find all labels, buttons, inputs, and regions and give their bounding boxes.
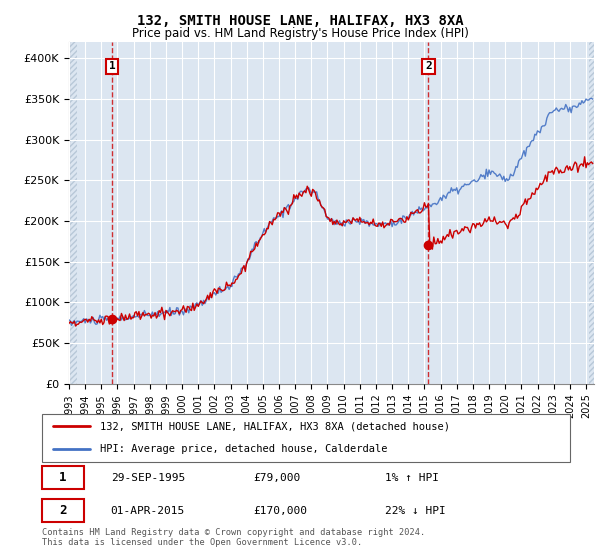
FancyBboxPatch shape (42, 466, 84, 489)
Text: 22% ↓ HPI: 22% ↓ HPI (385, 506, 446, 516)
Text: Price paid vs. HM Land Registry's House Price Index (HPI): Price paid vs. HM Land Registry's House … (131, 27, 469, 40)
Text: 29-SEP-1995: 29-SEP-1995 (110, 473, 185, 483)
Text: 132, SMITH HOUSE LANE, HALIFAX, HX3 8XA: 132, SMITH HOUSE LANE, HALIFAX, HX3 8XA (137, 14, 463, 28)
FancyBboxPatch shape (42, 499, 84, 522)
Text: 1: 1 (109, 62, 115, 71)
Text: 132, SMITH HOUSE LANE, HALIFAX, HX3 8XA (detached house): 132, SMITH HOUSE LANE, HALIFAX, HX3 8XA … (100, 421, 450, 431)
Text: 1: 1 (59, 471, 67, 484)
Text: 2: 2 (425, 62, 432, 71)
Text: 1% ↑ HPI: 1% ↑ HPI (385, 473, 439, 483)
FancyBboxPatch shape (42, 414, 570, 462)
Text: 01-APR-2015: 01-APR-2015 (110, 506, 185, 516)
Text: HPI: Average price, detached house, Calderdale: HPI: Average price, detached house, Cald… (100, 444, 388, 454)
Text: £170,000: £170,000 (253, 506, 307, 516)
Text: Contains HM Land Registry data © Crown copyright and database right 2024.
This d: Contains HM Land Registry data © Crown c… (42, 528, 425, 547)
Text: 2: 2 (59, 504, 67, 517)
Text: £79,000: £79,000 (253, 473, 301, 483)
